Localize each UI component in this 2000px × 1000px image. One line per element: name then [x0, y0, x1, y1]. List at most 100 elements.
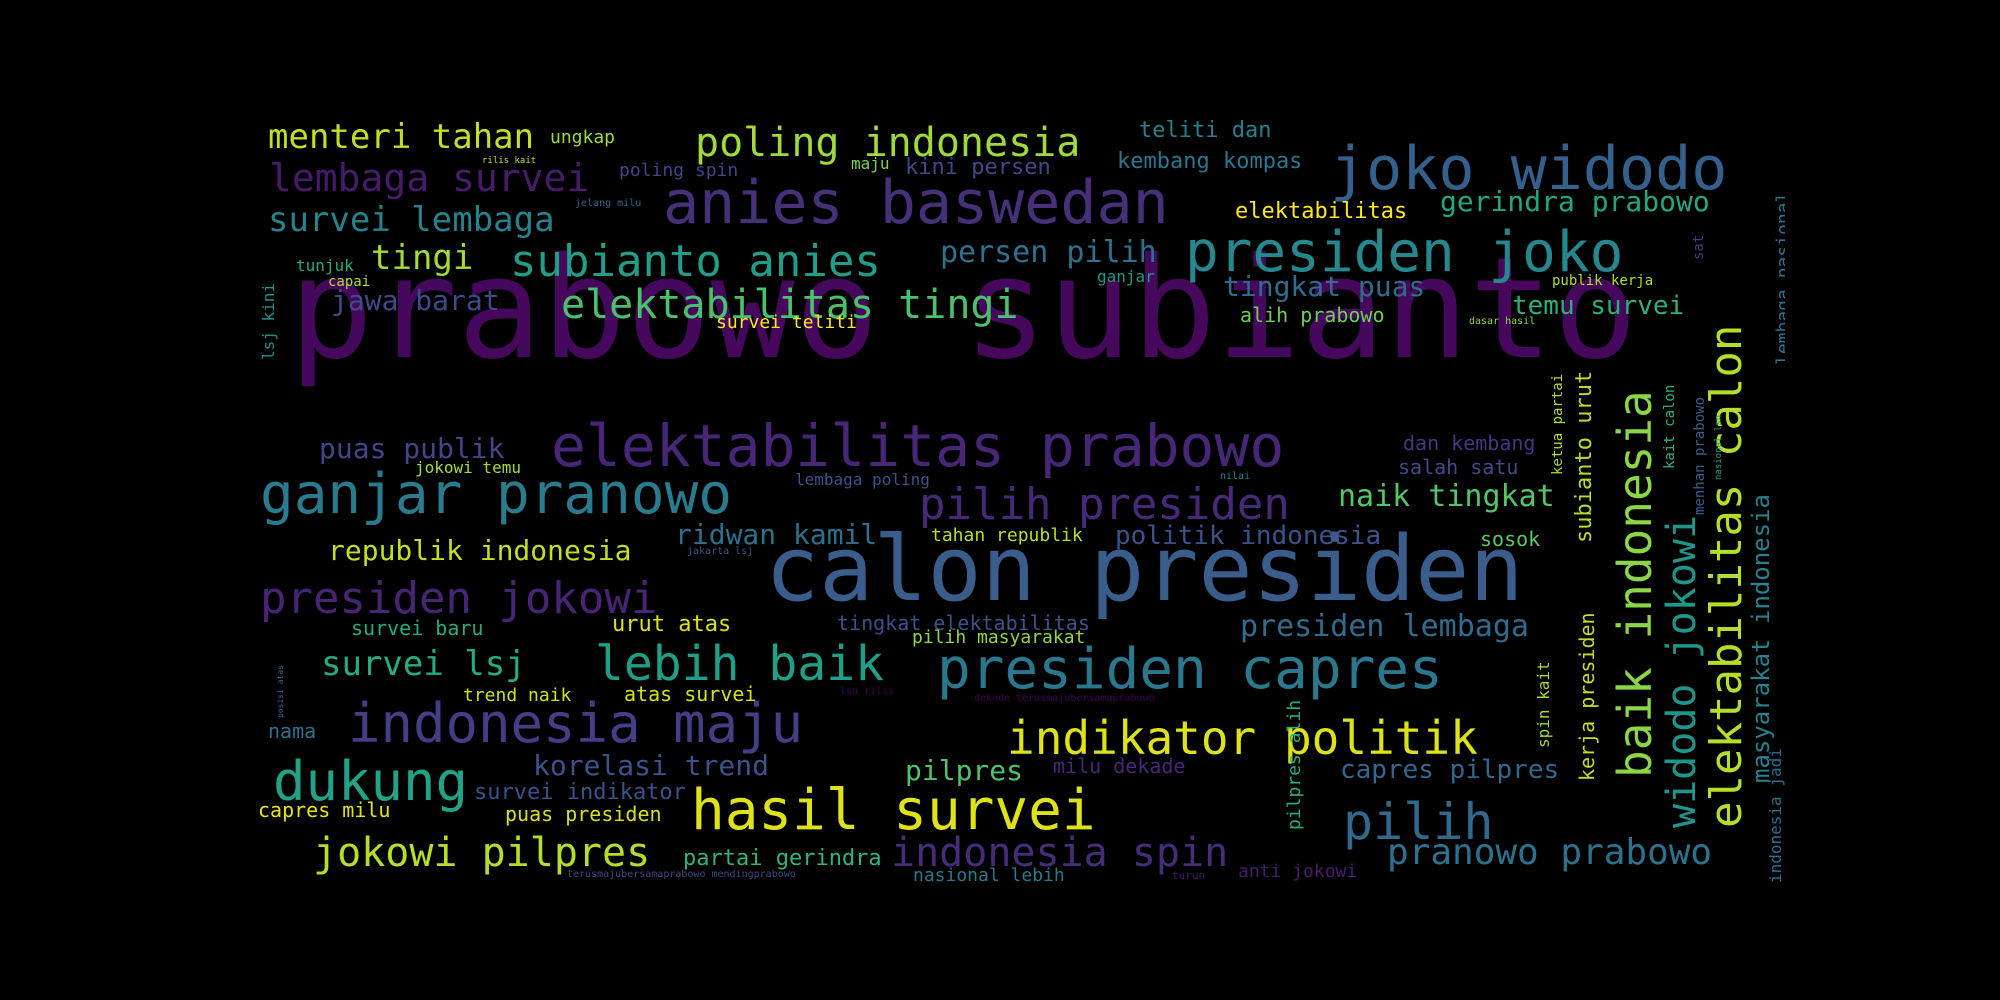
- word-elektabilitas-tingi: elektabilitas tingi: [561, 282, 1019, 328]
- word-gerindra-prabowo: gerindra prabowo: [1440, 185, 1710, 218]
- word-lsn-rilis: lsn rilis: [840, 686, 895, 697]
- word-poling-spin: poling spin: [619, 160, 739, 181]
- word-indonesia-spin: indonesia spin: [891, 830, 1229, 876]
- word-menteri-tahan: menteri tahan: [268, 117, 535, 157]
- word-capres-pilpres: capres pilpres: [1340, 755, 1560, 785]
- word-indikator-politik: indikator politik: [1007, 711, 1478, 765]
- word-kini-persen: kini persen: [905, 155, 1051, 180]
- word-hasil-survei: hasil survei: [691, 778, 1096, 843]
- word-puas-publik: puas publik: [319, 432, 505, 465]
- word-tingkat-elektabilitas: tingkat elektabilitas: [837, 611, 1090, 635]
- word-nama: nama: [268, 719, 317, 743]
- word-subianto-urut: subianto urut: [1572, 370, 1597, 543]
- word-presiden-lembaga: presiden lembaga: [1240, 609, 1529, 644]
- word-pilpres: pilpres: [905, 754, 1024, 787]
- word-survei-baru: survei baru: [351, 616, 484, 640]
- word-jawa-barat: jawa barat: [331, 284, 500, 317]
- word-alih-prabowo: alih prabowo: [1240, 303, 1385, 327]
- word-survei-teliti: survei teliti: [716, 312, 857, 333]
- word-rilis-kait: rilis kait: [482, 156, 537, 166]
- word-naik-tingkat: naik tingkat: [1338, 479, 1555, 514]
- word-sat: sat: [1691, 234, 1707, 260]
- word-temu-survei: temu survei: [1512, 291, 1685, 321]
- word-dukung: dukung: [273, 750, 469, 813]
- word-jakarta-lsj: jakarta lsj: [687, 546, 754, 557]
- word-lsj-kini: lsj kini: [259, 282, 278, 360]
- word-widodo-jokowi: widodo jokowi: [1659, 514, 1705, 828]
- word-dekade-terusmaju: dekade terusmajubersamaprabowo: [974, 693, 1155, 704]
- word-anti-jokowi: anti jokowi: [1238, 861, 1358, 882]
- word-tingi: tingi: [371, 238, 474, 278]
- word-capres-milu: capres milu: [258, 798, 391, 822]
- word-kait-calon: kait calon: [1662, 384, 1678, 469]
- word-tahan-republik: tahan republik: [931, 525, 1083, 546]
- word-menhan-prabowo: menhan prabowo: [1692, 396, 1708, 515]
- word-ungkap: ungkap: [550, 127, 616, 148]
- word-lembaga-survei: lembaga survei: [269, 156, 590, 200]
- word-survei-lsj: survei lsj: [321, 644, 526, 684]
- word-capai: capai: [328, 274, 371, 290]
- word-terusmaju-mending: terusmajubersamaprabowo mendingprabowo: [567, 869, 796, 880]
- word-calon-presiden: calon presiden: [765, 517, 1524, 622]
- word-indonesia-jadi: indonesia jadi: [1766, 748, 1785, 883]
- word-presiden-capres: presiden capres: [937, 637, 1443, 702]
- word-masyarakat-indonesia: masyarakat indonesia: [1747, 494, 1775, 783]
- word-pilpres-alih: pilpres alih: [1284, 699, 1305, 830]
- word-milu-dekade: milu dekade: [1053, 754, 1186, 778]
- word-maju: maju: [851, 154, 890, 173]
- word-tunjuk: tunjuk: [296, 256, 354, 275]
- word-ketua-partai: ketua partai: [1550, 373, 1566, 475]
- word-pilih-presiden: pilih presiden: [919, 479, 1290, 530]
- word-kerja-presiden: kerja presiden: [1575, 612, 1599, 781]
- word-puas-presiden: puas presiden: [505, 802, 662, 826]
- word-tingkat-puas: tingkat puas: [1223, 270, 1426, 303]
- word-sosok: sosok: [1480, 527, 1541, 551]
- word-dasar-hasil: dasar hasil: [1469, 316, 1536, 327]
- word-urut-atas: urut atas: [612, 612, 732, 637]
- word-indonesia-maju: indonesia maju: [348, 692, 804, 755]
- word-elektabilitas-calon: elektabilitas calon: [1701, 324, 1752, 828]
- word-poling-indonesia: poling indonesia: [695, 120, 1081, 166]
- word-anies-baswedan: anies baswedan: [663, 168, 1169, 238]
- word-ganjar-pranowo: ganjar pranowo: [260, 462, 733, 527]
- word-elektabilitas-prabowo: elektabilitas prabowo: [551, 412, 1285, 480]
- word-nilai: nilai: [1220, 471, 1251, 482]
- word-presiden-jokowi: presiden jokowi: [260, 573, 658, 624]
- word-partai-gerindra: partai gerindra: [683, 846, 882, 871]
- word-spin-kait: spin kait: [1534, 661, 1553, 748]
- word-ganjar-small: ganjar: [1097, 267, 1155, 286]
- word-politik-indonesia: politik indonesia: [1115, 521, 1382, 551]
- word-lembaga-poling: lembaga poling: [795, 470, 930, 489]
- word-elektabilitas-small: elektabilitas: [1235, 199, 1408, 224]
- word-atas-survei: atas survei: [624, 682, 757, 706]
- word-dan-kembang: dan kembang: [1403, 431, 1536, 455]
- word-salah-satu: salah satu: [1398, 455, 1519, 479]
- word-cloud: prabowo subianto calon presiden anies ba…: [255, 115, 1785, 885]
- word-trend-naik: trend naik: [463, 685, 572, 706]
- word-republik-indonesia: republik indonesia: [328, 534, 632, 567]
- word-turun: turun: [1172, 869, 1206, 882]
- word-nasional-lebih: nasional lebih: [913, 865, 1065, 885]
- word-survei-indikator: survei indikator: [474, 780, 686, 805]
- word-publik-kerja: publik kerja: [1552, 273, 1654, 289]
- word-joko-widodo: joko widodo: [1330, 134, 1728, 204]
- word-subianto-anies: subianto anies: [510, 236, 881, 287]
- word-posisi-atas: posisi atas: [276, 665, 285, 718]
- word-baik-indonesia: baik indonesia: [1608, 390, 1662, 778]
- word-jokowi-pilpres: jokowi pilpres: [313, 830, 651, 876]
- word-pilih: pilih: [1343, 793, 1494, 851]
- word-survei-lembaga: survei lembaga: [268, 200, 555, 240]
- word-pranowo-prabowo: pranowo prabowo: [1387, 832, 1713, 873]
- word-ridwan-kamil: ridwan kamil: [675, 518, 878, 551]
- word-prabowo-subianto: prabowo subianto: [289, 228, 1638, 391]
- word-nasional-lsn: nasional lsn: [1714, 414, 1724, 480]
- word-jelang-milu: jelang milu: [575, 198, 642, 209]
- word-lembaga-nasional: lembaga nasional: [1773, 191, 1785, 365]
- word-presiden-joko: presiden joko: [1185, 220, 1624, 285]
- word-persen-pilih: persen pilih: [940, 235, 1157, 270]
- word-kembang-kompas: kembang kompas: [1117, 149, 1303, 174]
- word-pilih-masyarakat: pilih masyarakat: [912, 627, 1086, 648]
- word-teliti-dan: teliti dan: [1139, 118, 1272, 143]
- word-korelasi-trend: korelasi trend: [533, 749, 770, 782]
